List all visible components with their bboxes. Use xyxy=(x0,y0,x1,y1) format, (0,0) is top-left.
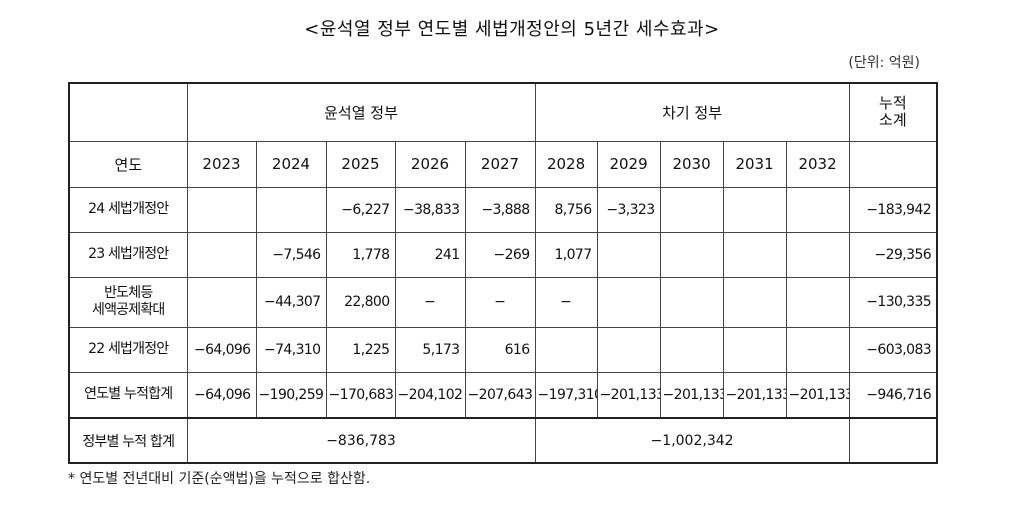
unit-label: (단위: 억원) xyxy=(848,55,920,71)
value-cell-2024: −7,546 xyxy=(255,231,327,278)
value-cell-2023 xyxy=(186,276,257,328)
year-header-2026: 2026 xyxy=(394,140,466,188)
value-cell-2032: −201,133 xyxy=(785,371,850,419)
value-cell-2030 xyxy=(659,326,724,373)
value-cell-2026: − xyxy=(394,276,466,328)
value-cell-2025: −6,227 xyxy=(325,186,396,233)
value-cell-2025: 1,778 xyxy=(325,231,396,278)
value-cell-2032 xyxy=(785,276,850,328)
value-cell-2032 xyxy=(785,326,850,373)
page-title: <윤석열 정부 연도별 세법개정안의 5년간 세수효과> xyxy=(304,19,720,40)
value-cell-2023 xyxy=(186,231,257,278)
footnote: * 연도별 전년대비 기준(순액법)을 누적으로 합산함. xyxy=(68,471,371,487)
value-cell-2029: −3,323 xyxy=(596,186,661,233)
cumulative-header: 누적 소계 xyxy=(848,82,938,142)
value-cell-2026: 241 xyxy=(394,231,466,278)
year-header-2025: 2025 xyxy=(325,140,396,188)
table-row: 연도별 누적합계 −64,096 −190,259 −170,683 −204,102−… xyxy=(68,371,938,419)
value-cell-2030 xyxy=(659,276,724,328)
value-cell-2029: −201,133 xyxy=(596,371,661,419)
value-cell-2030: −201,133 xyxy=(659,371,724,419)
row-label: 연도별 누적합계 xyxy=(68,371,188,419)
row-label: 24 세법개정안 xyxy=(68,186,188,233)
value-cell-2024 xyxy=(255,186,327,233)
value-cell-2023: −64,096 xyxy=(186,371,257,419)
gov-total-cumulative xyxy=(848,417,938,464)
value-cell-2024: −74,310 xyxy=(255,326,327,373)
gov-total-yoon: −836,783 xyxy=(186,417,536,464)
corner-cell xyxy=(68,82,188,142)
value-cell-2026: −204,102 xyxy=(394,371,466,419)
gov-total-next: −1,002,342 xyxy=(534,417,850,464)
value-cell-2023: −64,096 xyxy=(186,326,257,373)
value-cell-2024: −190,259 xyxy=(255,371,327,419)
year-header-2031: 2031 xyxy=(722,140,787,188)
row-total: −946,716 xyxy=(848,371,938,419)
year-header-cumulative xyxy=(848,140,938,188)
value-cell-2029 xyxy=(596,231,661,278)
value-cell-2027: −3,888 xyxy=(464,186,536,233)
row-total: −29,356 xyxy=(848,231,938,278)
value-cell-2028: −197,310 xyxy=(534,371,598,419)
value-cell-2028 xyxy=(534,326,598,373)
year-header-2029: 2029 xyxy=(596,140,661,188)
value-cell-2023 xyxy=(186,186,257,233)
row-total: −603,083 xyxy=(848,326,938,373)
year-header-2028: 2028 xyxy=(534,140,598,188)
value-cell-2031: −201,133 xyxy=(722,371,787,419)
value-cell-2031 xyxy=(722,186,787,233)
value-cell-2027: −207,643 xyxy=(464,371,536,419)
row-total: −130,335 xyxy=(848,276,938,328)
value-cell-2024: −44,307 xyxy=(255,276,327,328)
year-label: 연도 xyxy=(68,140,188,188)
year-header-2032: 2032 xyxy=(785,140,850,188)
table-row: 22 세법개정안 −64,096 −74,310 1,225 5,173 616 −603,… xyxy=(68,326,938,373)
value-cell-2030 xyxy=(659,186,724,233)
gov-yoon-header: 윤석열 정부 xyxy=(186,82,536,142)
row-label: 반도체등 세액공제확대 xyxy=(68,276,188,328)
value-cell-2031 xyxy=(722,231,787,278)
table-row: 24 세법개정안 −6,227 −38,833 −3,888 8,756 −3,323 −1… xyxy=(68,186,938,233)
value-cell-2032 xyxy=(785,231,850,278)
value-cell-2025: 1,225 xyxy=(325,326,396,373)
value-cell-2028: − xyxy=(534,276,598,328)
table-row: 23 세법개정안 −7,546 1,778 241 −269 1,077 −29,356 xyxy=(68,231,938,278)
value-cell-2030 xyxy=(659,231,724,278)
year-header-2024: 2024 xyxy=(255,140,327,188)
tax-revenue-table: 윤석열 정부 차기 정부 누적 소계 연도 2023 2024 2025 2026 20… xyxy=(68,82,939,464)
year-header-2027: 2027 xyxy=(464,140,536,188)
value-cell-2027: −269 xyxy=(464,231,536,278)
value-cell-2026: 5,173 xyxy=(394,326,466,373)
year-header-2023: 2023 xyxy=(186,140,257,188)
value-cell-2027: − xyxy=(464,276,536,328)
cumulative-header-text: 누적 소계 xyxy=(879,94,907,130)
row-label: 22 세법개정안 xyxy=(68,326,188,373)
value-cell-2028: 1,077 xyxy=(534,231,598,278)
gov-next-header: 차기 정부 xyxy=(534,82,850,142)
row-total: −183,942 xyxy=(848,186,938,233)
row-label: 23 세법개정안 xyxy=(68,231,188,278)
value-cell-2029 xyxy=(596,276,661,328)
value-cell-2031 xyxy=(722,276,787,328)
value-cell-2026: −38,833 xyxy=(394,186,466,233)
value-cell-2025: 22,800 xyxy=(325,276,396,328)
year-header-2030: 2030 xyxy=(659,140,724,188)
value-cell-2027: 616 xyxy=(464,326,536,373)
value-cell-2031 xyxy=(722,326,787,373)
gov-total-label: 정부별 누적 합계 xyxy=(68,417,188,464)
value-cell-2025: −170,683 xyxy=(325,371,396,419)
value-cell-2028: 8,756 xyxy=(534,186,598,233)
value-cell-2029 xyxy=(596,326,661,373)
value-cell-2032 xyxy=(785,186,850,233)
table-row: 반도체등 세액공제확대 −44,307 22,800− − − −130,335 xyxy=(68,276,938,328)
